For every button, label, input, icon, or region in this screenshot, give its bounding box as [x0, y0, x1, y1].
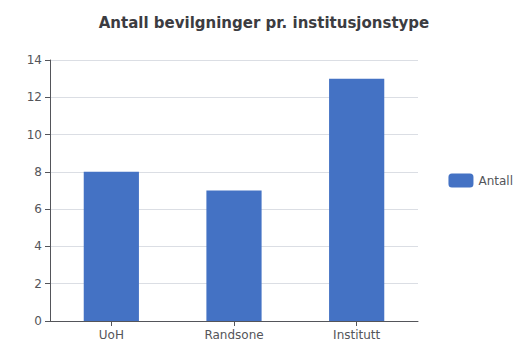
svg-text:6: 6: [34, 202, 42, 216]
svg-text:Institutt: Institutt: [333, 328, 380, 342]
svg-text:12: 12: [27, 90, 42, 104]
svg-text:Randsone: Randsone: [204, 328, 263, 342]
svg-text:Antall: Antall: [478, 174, 513, 188]
svg-text:0: 0: [34, 314, 42, 328]
svg-text:14: 14: [27, 53, 42, 67]
svg-text:Antall bevilgninger pr. instit: Antall bevilgninger pr. institusjonstype: [99, 14, 430, 32]
svg-text:2: 2: [34, 277, 42, 291]
svg-text:4: 4: [34, 239, 42, 253]
svg-text:8: 8: [34, 165, 42, 179]
svg-text:UoH: UoH: [99, 328, 124, 342]
svg-text:10: 10: [27, 128, 42, 142]
